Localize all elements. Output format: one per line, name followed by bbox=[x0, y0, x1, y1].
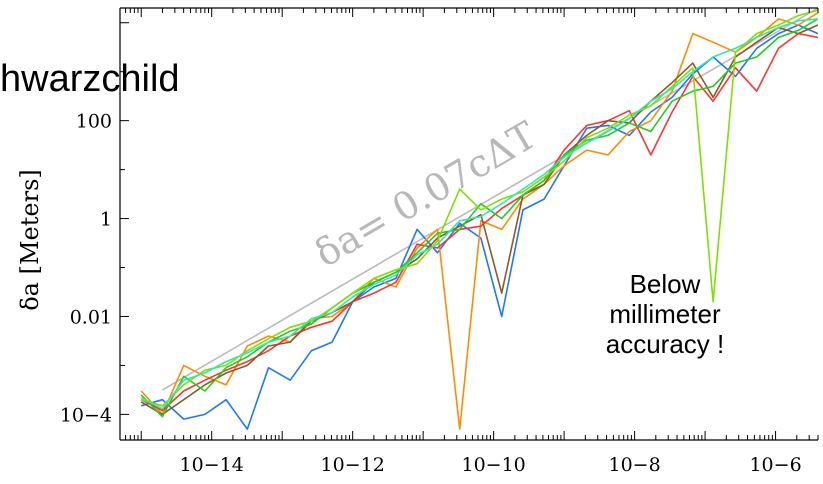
y-tick-label: 0.01 bbox=[70, 306, 112, 328]
series-line-6 bbox=[140, 9, 818, 407]
series-line-7 bbox=[140, 18, 818, 410]
accuracy-annotation: Below millimeter accuracy ! bbox=[570, 269, 760, 360]
y-tick-label: 10−4 bbox=[60, 404, 112, 426]
annotation-line-3: accuracy ! bbox=[605, 328, 725, 359]
x-tick-label: 10−6 bbox=[749, 454, 801, 476]
series-line-4 bbox=[140, 24, 818, 416]
ticks: 10−14 10−12 10−10 10−8 10−6 100 1 0.01 10−4 bbox=[60, 8, 819, 476]
annotation-line-2: millimeter bbox=[609, 298, 721, 329]
plot-frame bbox=[119, 7, 818, 441]
series-line-2 bbox=[140, 12, 818, 430]
reference-line-group bbox=[162, 8, 818, 391]
x-tick-label: 10−10 bbox=[461, 454, 525, 476]
reference-line bbox=[162, 8, 818, 391]
y-axis-label: δa [Meters] bbox=[16, 169, 44, 311]
annotation-line-1: Below bbox=[629, 269, 701, 299]
series-line-5 bbox=[140, 18, 818, 418]
x-tick-label: 10−14 bbox=[180, 454, 244, 476]
x-tick-label: 10−12 bbox=[321, 454, 385, 476]
y-tick-label: 100 bbox=[76, 111, 112, 133]
series-group bbox=[140, 9, 818, 430]
slide-title-fragment: hwarzchild bbox=[0, 58, 180, 100]
x-tick-label: 10−8 bbox=[609, 454, 661, 476]
y-tick-label: 1 bbox=[100, 209, 112, 231]
